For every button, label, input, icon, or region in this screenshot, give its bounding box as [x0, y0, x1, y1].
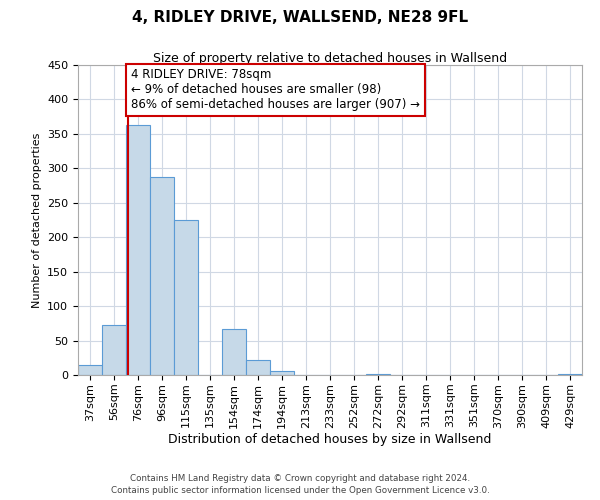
Text: 4, RIDLEY DRIVE, WALLSEND, NE28 9FL: 4, RIDLEY DRIVE, WALLSEND, NE28 9FL [132, 10, 468, 25]
Bar [222, 329, 246, 375]
X-axis label: Distribution of detached houses by size in Wallsend: Distribution of detached houses by size … [169, 434, 491, 446]
Bar [558, 374, 582, 375]
Title: Size of property relative to detached houses in Wallsend: Size of property relative to detached ho… [153, 52, 507, 65]
Bar [126, 125, 150, 375]
Text: 4 RIDLEY DRIVE: 78sqm
← 9% of detached houses are smaller (98)
86% of semi-detac: 4 RIDLEY DRIVE: 78sqm ← 9% of detached h… [131, 68, 420, 112]
Text: Contains HM Land Registry data © Crown copyright and database right 2024.
Contai: Contains HM Land Registry data © Crown c… [110, 474, 490, 495]
Bar [78, 364, 102, 375]
Bar [174, 220, 198, 375]
Y-axis label: Number of detached properties: Number of detached properties [32, 132, 41, 308]
Bar [102, 326, 126, 375]
Bar [366, 374, 390, 375]
Bar [246, 360, 270, 375]
Bar [270, 371, 294, 375]
Bar [150, 176, 174, 375]
